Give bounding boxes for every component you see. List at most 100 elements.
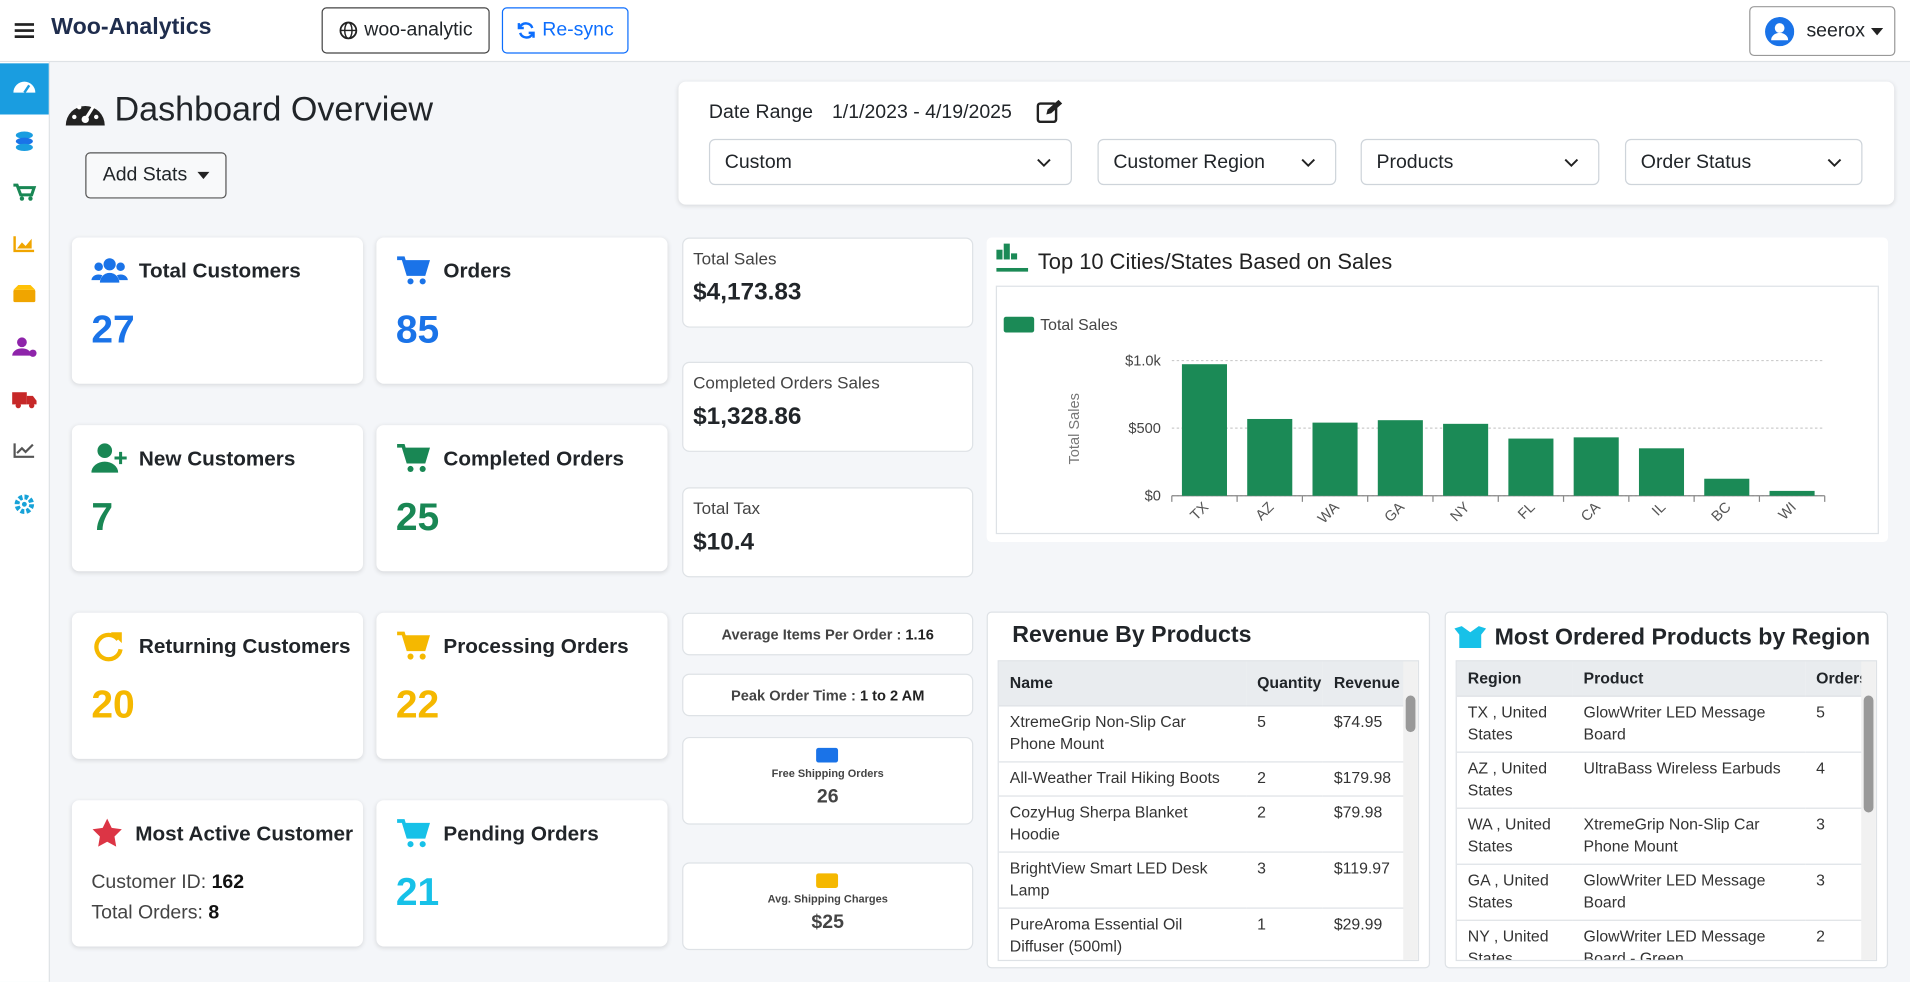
table-cell: 3 bbox=[1816, 814, 1825, 834]
icon-shape bbox=[97, 443, 113, 459]
metric-value: 1 to 2 AM bbox=[859, 686, 925, 704]
stat-value: 21 bbox=[395, 869, 440, 914]
chevron bbox=[1827, 158, 1842, 168]
icon-shape bbox=[1454, 626, 1487, 649]
table-row: WA , United States XtremeGrip Non-Slip Ca… bbox=[1456, 808, 1867, 865]
filter-select[interactable]: Products bbox=[1360, 138, 1600, 186]
site-button[interactable]: woo-analytic bbox=[321, 7, 490, 54]
sidebar bbox=[0, 62, 50, 982]
bar bbox=[1312, 422, 1358, 496]
x-tick-label: WA bbox=[1315, 499, 1343, 527]
user-menu[interactable]: seerox bbox=[1749, 6, 1896, 57]
scrollbar bbox=[1861, 661, 1876, 960]
stat-value: 25 bbox=[395, 494, 440, 539]
nav-settings[interactable] bbox=[14, 494, 35, 515]
nav-reports[interactable] bbox=[13, 236, 35, 253]
bar bbox=[1247, 418, 1293, 496]
stat-value: 27 bbox=[91, 306, 135, 351]
icon-shape bbox=[110, 632, 122, 644]
icon-shape bbox=[405, 449, 428, 462]
nav-shipping[interactable] bbox=[12, 392, 37, 409]
add-stats-label: Add Stats bbox=[102, 164, 188, 186]
stat-label: Orders bbox=[443, 259, 512, 283]
icon-shape bbox=[91, 274, 103, 281]
star-icon bbox=[92, 818, 122, 847]
menu-toggle[interactable] bbox=[14, 21, 35, 40]
metric-label: Average Items Per Order : bbox=[721, 625, 902, 643]
x-tick-label: WI bbox=[1776, 499, 1800, 523]
table-cell: $29.99 bbox=[1333, 914, 1383, 934]
data-table: Region Product Orders TX , United States Glo… bbox=[1456, 661, 1868, 962]
table-cell: 1 bbox=[1257, 914, 1266, 934]
icon-shape bbox=[407, 841, 414, 848]
table-cell: CozyHug Sherpa Blanket Hoodie bbox=[1009, 802, 1188, 843]
stat-value: 7 bbox=[91, 494, 114, 539]
customer-id-row: Customer ID: 162 bbox=[91, 872, 244, 894]
nav-dashboard[interactable] bbox=[13, 81, 36, 94]
metric-label: Peak Order Time : bbox=[731, 686, 856, 704]
table-cell: PureAroma Essential Oil Diffuser (500ml) bbox=[1009, 914, 1183, 955]
y-tick-label: $500 bbox=[1128, 421, 1161, 437]
metric-card: Average Items Per Order : 1.16 bbox=[682, 612, 974, 656]
nav-sales[interactable] bbox=[15, 131, 33, 152]
customer-id: 162 bbox=[211, 872, 245, 893]
table-cell: 4 bbox=[1816, 758, 1825, 778]
bar bbox=[1769, 490, 1815, 496]
add-stats-button[interactable]: Add Stats bbox=[85, 152, 227, 199]
bar bbox=[1443, 423, 1489, 496]
table-cell: 2 bbox=[1816, 926, 1825, 946]
sales-card bbox=[682, 487, 974, 578]
x-tick-label: GA bbox=[1382, 499, 1408, 525]
stat-value: 85 bbox=[395, 306, 440, 351]
nav-analytics[interactable] bbox=[13, 443, 35, 458]
table-cell: NY , United States bbox=[1467, 926, 1549, 962]
table-title: Most Ordered Products by Region bbox=[1494, 624, 1871, 651]
icon-shape bbox=[419, 841, 426, 848]
bar bbox=[1704, 478, 1750, 496]
table-scroll: Name Quantity Revenue XtremeGrip Non-Slip C… bbox=[997, 660, 1420, 962]
user-name: seerox bbox=[1806, 20, 1865, 41]
table-scroll: Region Product Orders TX , United States Glo… bbox=[1455, 660, 1878, 962]
most-active-label: Most Active Customer bbox=[135, 822, 354, 846]
edit-date[interactable] bbox=[1036, 99, 1064, 124]
table-cell: $179.98 bbox=[1333, 768, 1392, 787]
filter-select[interactable]: Order Status bbox=[1624, 138, 1863, 186]
x-tick-label: IL bbox=[1649, 499, 1669, 519]
metric-card: Peak Order Time : 1 to 2 AM bbox=[682, 673, 974, 717]
select-value: Custom bbox=[724, 152, 792, 173]
filter-select[interactable]: Customer Region bbox=[1097, 138, 1337, 186]
gauge-icon bbox=[65, 105, 105, 126]
stat-value: 22 bbox=[395, 682, 440, 726]
nav-customers[interactable] bbox=[12, 337, 37, 357]
table-cell: 2 bbox=[1257, 802, 1266, 821]
table-row: GA , United States GlowWriter LED Message… bbox=[1456, 864, 1867, 921]
title-icon bbox=[1003, 243, 1010, 260]
title-icon bbox=[996, 267, 1029, 272]
nav-products[interactable] bbox=[13, 285, 36, 303]
table-cell: 2 bbox=[1257, 768, 1266, 787]
x-tick-label: TX bbox=[1188, 499, 1213, 524]
icon-shape bbox=[116, 274, 128, 281]
header-row: Name Quantity Revenue bbox=[998, 661, 1409, 706]
x-tick-label: CA bbox=[1578, 499, 1604, 525]
y-tick-label: $1.0k bbox=[1125, 353, 1161, 369]
title-icon bbox=[1011, 253, 1018, 260]
bar bbox=[1638, 448, 1685, 496]
bar bbox=[1508, 438, 1554, 496]
chevron-path bbox=[1564, 158, 1579, 168]
legend-label: Total Sales bbox=[1040, 317, 1118, 334]
caret bbox=[196, 171, 210, 180]
stat-label: Processing Orders bbox=[443, 634, 629, 658]
icon-shape bbox=[407, 465, 414, 473]
icon-shape bbox=[114, 451, 127, 465]
box-icon bbox=[1454, 626, 1487, 649]
filter-select[interactable]: Custom bbox=[708, 138, 1072, 186]
resync-button[interactable]: Re-sync bbox=[501, 7, 629, 54]
table-row: All-Weather Trail Hiking Boots 2 $179.98 bbox=[998, 762, 1409, 797]
table-cell: XtremeGrip Non-Slip Car Phone Mount bbox=[1009, 712, 1186, 753]
scroll-thumb[interactable] bbox=[1405, 695, 1416, 733]
table-cell: All-Weather Trail Hiking Boots bbox=[1009, 768, 1220, 787]
table-cell: XtremeGrip Non-Slip Car Phone Mount bbox=[1583, 814, 1760, 856]
scroll-thumb[interactable] bbox=[1863, 695, 1874, 813]
nav-orders[interactable] bbox=[13, 183, 37, 201]
